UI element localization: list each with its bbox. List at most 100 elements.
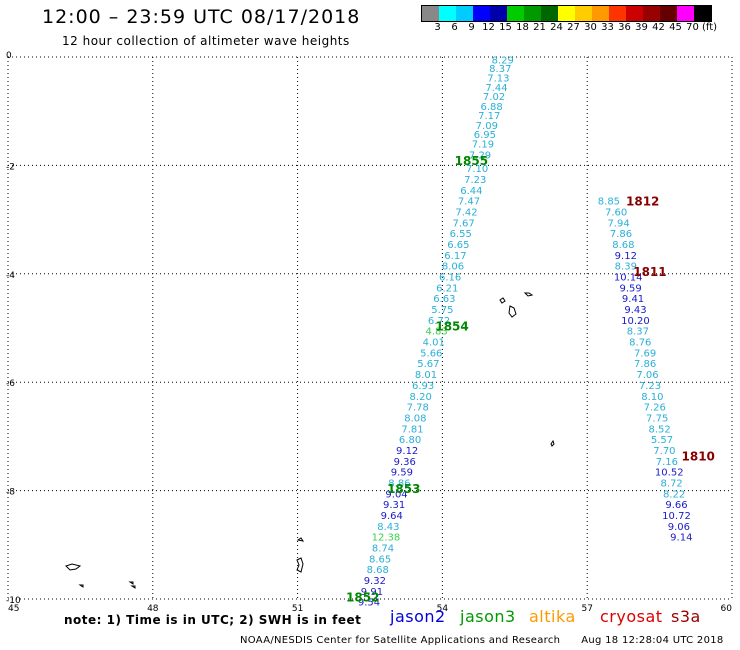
island-outline xyxy=(508,305,517,318)
wave-height-value: 7.81 xyxy=(401,424,423,435)
wave-height-value: 8.52 xyxy=(648,424,670,435)
footnote: note: 1) Time is in UTC; 2) SWH is in fe… xyxy=(64,613,362,627)
wave-height-value: 7.09 xyxy=(476,121,498,132)
wave-height-value: 6.93 xyxy=(412,381,434,392)
wave-height-value: 7.19 xyxy=(472,140,494,151)
wave-height-value: 9.32 xyxy=(364,576,386,587)
wave-height-value: 6.21 xyxy=(436,283,458,294)
wave-height-value: 6.65 xyxy=(447,240,469,251)
wave-height-value: 7.16 xyxy=(656,457,678,468)
wave-height-value: 8.43 xyxy=(377,522,399,533)
satellite-name-altika: altika xyxy=(529,607,576,626)
x-tick-label: 54 xyxy=(437,604,449,614)
island-outline xyxy=(65,563,82,571)
x-tick-label: 45 xyxy=(8,604,19,614)
wave-height-value: 8.22 xyxy=(663,489,685,500)
legend-swatch xyxy=(558,6,575,21)
wave-height-value: 6.95 xyxy=(474,130,496,141)
island-outline xyxy=(550,439,555,447)
generation-timestamp: Aug 18 12:28:04 UTC 2018 xyxy=(581,635,724,646)
legend-label: 27 xyxy=(567,22,580,33)
legend-label: 42 xyxy=(652,22,665,33)
wave-height-value: 5.57 xyxy=(651,435,673,446)
wave-height-value: 6.44 xyxy=(460,186,482,197)
y-tick-label: -2 xyxy=(6,162,15,172)
legend-swatch xyxy=(473,6,490,21)
wave-height-value: 9.36 xyxy=(394,457,416,468)
wave-height-value: 9.59 xyxy=(391,468,413,479)
wave-height-value: 10.14 xyxy=(614,273,643,284)
legend-label: 9 xyxy=(468,22,475,33)
island-outline xyxy=(523,292,534,297)
wave-height-value: 8.37 xyxy=(627,327,649,338)
wave-height-value: 6.72 xyxy=(428,316,450,327)
wave-height-value: 6.16 xyxy=(439,273,461,284)
color-scale-legend xyxy=(421,5,712,22)
x-tick-label: 60 xyxy=(721,604,733,614)
wave-height-value: 8.01 xyxy=(415,370,437,381)
legend-swatch xyxy=(541,6,558,21)
wave-height-value: 9.31 xyxy=(383,500,405,511)
legend-swatch xyxy=(609,6,626,21)
legend-label: 12 xyxy=(482,22,495,33)
legend-swatch xyxy=(660,6,677,21)
y-tick-label: 0 xyxy=(6,51,12,61)
x-tick-label: 51 xyxy=(292,604,303,614)
pass-id-label: 1811 xyxy=(633,265,666,279)
wave-height-value: 6.63 xyxy=(433,294,455,305)
wave-height-value: 7.94 xyxy=(607,218,629,229)
wave-height-value: 9.54 xyxy=(358,598,380,609)
wave-height-value: 8.86 xyxy=(388,478,410,489)
wave-height-value: 8.10 xyxy=(641,392,663,403)
wave-height-value: 9.14 xyxy=(670,533,692,544)
wave-height-value: 8.39 xyxy=(615,262,637,273)
wave-height-value: 8.85 xyxy=(598,197,620,208)
legend-swatch xyxy=(507,6,524,21)
wave-height-value: 7.06 xyxy=(636,370,658,381)
wave-height-value: 10.20 xyxy=(621,316,650,327)
island-outline xyxy=(296,537,305,542)
island-outline xyxy=(128,581,134,585)
wave-height-value: 12.38 xyxy=(372,533,401,544)
wave-height-value: 4.83 xyxy=(425,327,447,338)
wave-height-value: 9.64 xyxy=(381,511,403,522)
page-subtitle: 12 hour collection of altimeter wave hei… xyxy=(62,34,350,48)
wave-height-value: 7.29 xyxy=(469,151,491,162)
y-tick-label: -6 xyxy=(6,379,15,389)
legend-label: 39 xyxy=(635,22,648,33)
legend-label: 33 xyxy=(601,22,614,33)
wave-height-value: 6.17 xyxy=(444,251,466,262)
pass-id-label: 1852 xyxy=(346,590,379,604)
legend-swatch xyxy=(626,6,643,21)
legend-label: 18 xyxy=(516,22,529,33)
wave-height-value: 7.23 xyxy=(639,381,661,392)
wave-height-value: 5.66 xyxy=(420,348,442,359)
wave-height-value: 9.06 xyxy=(668,522,690,533)
x-tick-label: 57 xyxy=(581,604,592,614)
wave-height-value: 9.91 xyxy=(361,587,383,598)
wave-height-value: 7.78 xyxy=(407,403,429,414)
wave-height-value: 7.42 xyxy=(455,207,477,218)
island-outline xyxy=(499,297,506,304)
island-outline xyxy=(130,585,136,589)
wave-height-value: 8.20 xyxy=(410,392,432,403)
wave-height-value: 8.68 xyxy=(612,240,634,251)
wave-height-value: 9.59 xyxy=(620,283,642,294)
legend-swatch xyxy=(677,6,694,21)
wave-height-value: 9.43 xyxy=(624,305,646,316)
satellite-name-jason2: jason2 xyxy=(390,607,446,626)
wave-height-value: 7.86 xyxy=(610,229,632,240)
wave-height-value: 7.10 xyxy=(466,164,488,175)
wave-height-value: 8.29 xyxy=(492,56,514,67)
pass-id-label: 1853 xyxy=(387,482,420,496)
wave-height-value: 9.66 xyxy=(665,500,687,511)
legend-label: 15 xyxy=(499,22,512,33)
legend-swatch xyxy=(575,6,592,21)
wave-height-value: 8.74 xyxy=(372,544,394,555)
wave-height-value: 7.70 xyxy=(653,446,675,457)
legend-label: 45 xyxy=(669,22,682,33)
wave-height-value: 7.60 xyxy=(605,207,627,218)
legend-swatch xyxy=(592,6,609,21)
pass-id-label: 1810 xyxy=(682,449,715,463)
legend-swatch xyxy=(643,6,660,21)
